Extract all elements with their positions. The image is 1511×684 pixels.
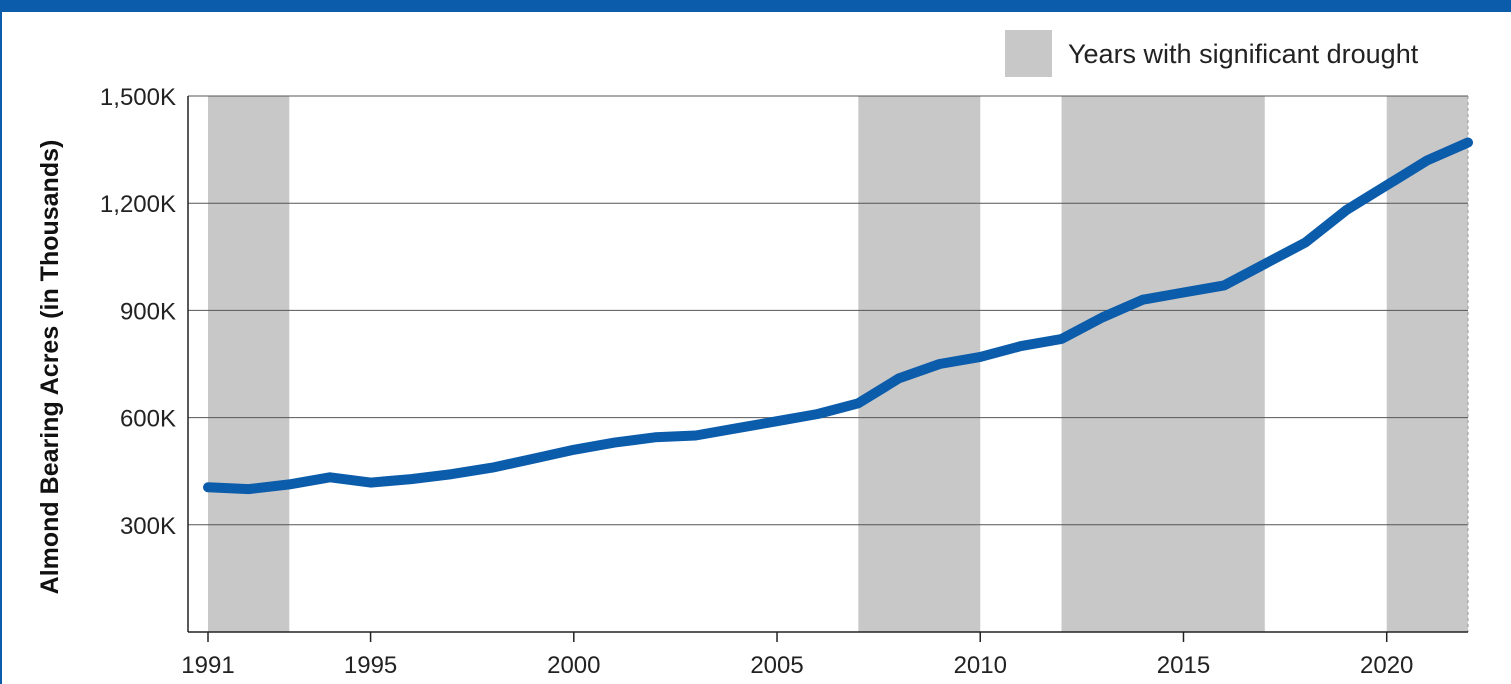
legend: Years with significant drought (1005, 30, 1419, 77)
axes: 300K 600K 900K 1,200K 1,500K 1991 1995 2000 2005… (100, 84, 1468, 679)
data-point-2014 (1139, 296, 1146, 303)
x-tick-label: 1995 (344, 652, 397, 679)
data-point-2021 (1424, 157, 1431, 164)
y-tick-label: 1,500K (100, 84, 176, 111)
data-point-1991 (205, 484, 211, 491)
data-point-2008 (895, 375, 902, 382)
y-tick-label: 900K (120, 298, 176, 325)
data-point-2016 (1221, 282, 1228, 289)
data-point-2012 (1058, 335, 1065, 342)
series-layer (203, 137, 1473, 495)
data-point-2009 (936, 361, 943, 367)
top-border (0, 0, 1511, 12)
data-point-2003 (692, 432, 699, 439)
y-tick-label: 300K (120, 513, 176, 540)
data-point-2015 (1180, 289, 1187, 296)
legend-swatch (1005, 30, 1052, 77)
x-tick-label: 2015 (1157, 652, 1210, 679)
series-line-0 (203, 137, 1473, 495)
data-point-2007 (855, 400, 862, 407)
gridlines (188, 95, 1469, 632)
data-point-2010 (977, 353, 984, 360)
x-tick-label: 2010 (954, 652, 1007, 679)
data-point-2022 (1465, 139, 1471, 146)
data-point-1999 (530, 455, 537, 462)
x-tick-label: 2000 (547, 652, 600, 679)
data-point-1997 (448, 471, 455, 478)
y-tick-label: 600K (120, 406, 176, 433)
data-point-2002 (652, 434, 659, 441)
data-point-2018 (1302, 239, 1309, 246)
x-tick-label: 2005 (750, 652, 803, 679)
data-point-1996 (408, 476, 415, 483)
data-point-1994 (326, 474, 333, 481)
data-point-2011 (1017, 343, 1024, 350)
data-point-1998 (489, 464, 496, 471)
data-point-1995 (367, 479, 374, 486)
x-tick-label: 2020 (1360, 652, 1413, 679)
drought-band-2012-2017 (1061, 96, 1265, 632)
data-point-2001 (611, 439, 618, 446)
data-point-2017 (1261, 260, 1268, 267)
drought-band-2020-2022 (1386, 96, 1468, 632)
data-point-2005 (774, 418, 781, 425)
data-point-1992 (245, 486, 252, 493)
legend-label: Years with significant drought (1068, 39, 1419, 69)
data-point-2013 (1099, 314, 1106, 321)
data-point-2000 (570, 446, 577, 453)
drought-band-1991-1993 (208, 96, 290, 632)
y-axis-title: Almond Bearing Acres (in Thousands) (36, 140, 64, 595)
data-point-1993 (286, 481, 293, 488)
data-point-2006 (814, 411, 821, 418)
data-point-2019 (1343, 207, 1350, 214)
x-tick-label: 1991 (181, 652, 234, 679)
data-point-2004 (733, 425, 740, 432)
left-border (0, 0, 2, 684)
y-tick-label: 1,200K (100, 191, 176, 218)
data-point-2020 (1383, 182, 1390, 189)
drought-bands (208, 96, 1468, 632)
